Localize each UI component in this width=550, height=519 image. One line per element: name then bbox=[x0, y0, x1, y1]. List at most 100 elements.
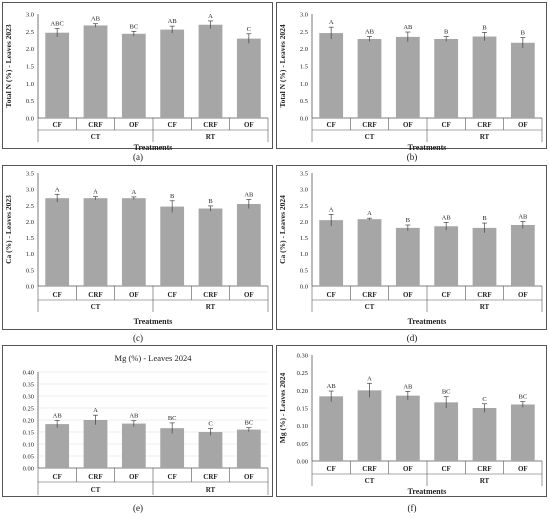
bar bbox=[357, 38, 382, 118]
bar bbox=[357, 390, 382, 461]
y-axis-label: Ca (%) - Leaves 2023 bbox=[4, 195, 13, 264]
y-tick-label: 2.0 bbox=[300, 219, 308, 226]
significance-letter: AB bbox=[518, 213, 528, 220]
group-label: CT bbox=[365, 477, 375, 485]
significance-letter: AB bbox=[91, 16, 101, 23]
y-tick-label: 3.5 bbox=[300, 171, 308, 178]
bar bbox=[83, 420, 108, 468]
x-tick-label: CF bbox=[167, 121, 176, 129]
significance-letter: BC bbox=[129, 23, 138, 30]
y-tick-label: 0.0 bbox=[26, 284, 34, 291]
x-tick-label: OF bbox=[129, 121, 139, 129]
y-tick-label: 1.0 bbox=[26, 81, 34, 88]
group-label: RT bbox=[206, 133, 216, 141]
x-tick-label: OF bbox=[244, 121, 254, 129]
x-tick-label: CRF bbox=[88, 121, 102, 129]
x-tick-label: CRF bbox=[203, 291, 217, 299]
significance-letter: A bbox=[93, 407, 98, 414]
significance-letter: A bbox=[329, 19, 334, 26]
y-tick-label: 1.0 bbox=[26, 251, 34, 258]
panel-caption-b: (b) bbox=[406, 152, 418, 162]
bar bbox=[472, 227, 497, 286]
y-tick-label: 0.20 bbox=[23, 418, 34, 425]
bar bbox=[236, 38, 261, 118]
x-tick-label: OF bbox=[244, 473, 254, 481]
significance-letter: AB bbox=[403, 24, 413, 31]
significance-letter: B bbox=[170, 193, 175, 200]
x-tick-label: CF bbox=[167, 291, 176, 299]
bar bbox=[160, 206, 185, 286]
bar bbox=[160, 29, 185, 119]
bar bbox=[121, 33, 146, 119]
significance-letter: AB bbox=[442, 214, 452, 221]
group-label: CT bbox=[91, 303, 101, 311]
bar bbox=[319, 396, 344, 461]
significance-letter: AB bbox=[168, 18, 178, 25]
x-axis-label: Treatments bbox=[134, 317, 173, 326]
x-tick-label: CRF bbox=[203, 121, 217, 129]
y-tick-label: 0.35 bbox=[23, 382, 34, 389]
significance-letter: BC bbox=[168, 415, 177, 422]
panel-caption-c: (c) bbox=[133, 333, 143, 343]
panel-caption-f: (f) bbox=[407, 503, 417, 513]
x-tick-label: CF bbox=[326, 465, 335, 473]
bar bbox=[236, 429, 261, 468]
x-tick-label: CF bbox=[167, 473, 176, 481]
bar bbox=[395, 36, 420, 118]
bar bbox=[472, 36, 497, 118]
bar bbox=[45, 424, 70, 468]
significance-letter: B bbox=[482, 24, 487, 31]
x-tick-label: OF bbox=[403, 291, 413, 299]
significance-letter: A bbox=[208, 13, 213, 20]
bar bbox=[160, 428, 185, 468]
y-tick-label: 3.0 bbox=[300, 12, 308, 19]
bar bbox=[395, 227, 420, 286]
y-tick-label: 0.30 bbox=[297, 353, 308, 360]
significance-letter: AB bbox=[53, 412, 63, 419]
y-tick-label: 2.0 bbox=[26, 46, 34, 53]
bar bbox=[198, 24, 223, 118]
bar bbox=[434, 226, 459, 286]
bar bbox=[510, 404, 535, 461]
bar bbox=[198, 432, 223, 468]
bar bbox=[236, 203, 261, 286]
y-tick-label: 0.05 bbox=[23, 454, 34, 461]
x-tick-label: CRF bbox=[362, 291, 376, 299]
y-tick-label: 0.0 bbox=[300, 284, 308, 291]
x-tick-label: CRF bbox=[362, 465, 376, 473]
y-tick-label: 3.0 bbox=[300, 187, 308, 194]
y-tick-label: 0.5 bbox=[300, 267, 308, 274]
y-tick-label: 1.5 bbox=[26, 64, 34, 71]
x-tick-label: OF bbox=[518, 121, 528, 129]
y-axis-label: Total N (%) - Leaves 2023 bbox=[4, 24, 13, 108]
significance-letter: BC bbox=[244, 420, 253, 427]
x-tick-label: CF bbox=[326, 121, 335, 129]
y-axis-label: Ca (%) - Leaves 2024 bbox=[278, 195, 287, 264]
x-tick-label: CRF bbox=[362, 121, 376, 129]
significance-letter: A bbox=[55, 186, 60, 193]
significance-letter: A bbox=[93, 189, 98, 196]
y-tick-label: 1.5 bbox=[300, 64, 308, 71]
significance-letter: ABC bbox=[50, 21, 63, 28]
x-axis-label: Treatments bbox=[408, 317, 447, 326]
x-tick-label: CRF bbox=[88, 473, 102, 481]
y-tick-label: 1.5 bbox=[26, 235, 34, 242]
y-tick-label: 1.0 bbox=[300, 81, 308, 88]
group-label: CT bbox=[91, 133, 101, 141]
bar bbox=[198, 208, 223, 286]
significance-letter: AB bbox=[403, 383, 413, 390]
x-tick-label: OF bbox=[129, 291, 139, 299]
y-tick-label: 0.05 bbox=[297, 441, 308, 448]
x-tick-label: CRF bbox=[203, 473, 217, 481]
y-tick-label: 0.10 bbox=[297, 423, 308, 430]
x-tick-label: OF bbox=[518, 291, 528, 299]
y-tick-label: 0.5 bbox=[300, 98, 308, 105]
bar bbox=[434, 402, 459, 461]
bar bbox=[121, 198, 146, 286]
panel-caption-d: (d) bbox=[406, 333, 418, 343]
significance-letter: AB bbox=[365, 29, 375, 36]
y-tick-label: 0.0 bbox=[26, 116, 34, 123]
y-axis-label: Mg (%) - Leaves 2024 bbox=[278, 373, 287, 444]
y-tick-label: 0.00 bbox=[23, 466, 34, 473]
